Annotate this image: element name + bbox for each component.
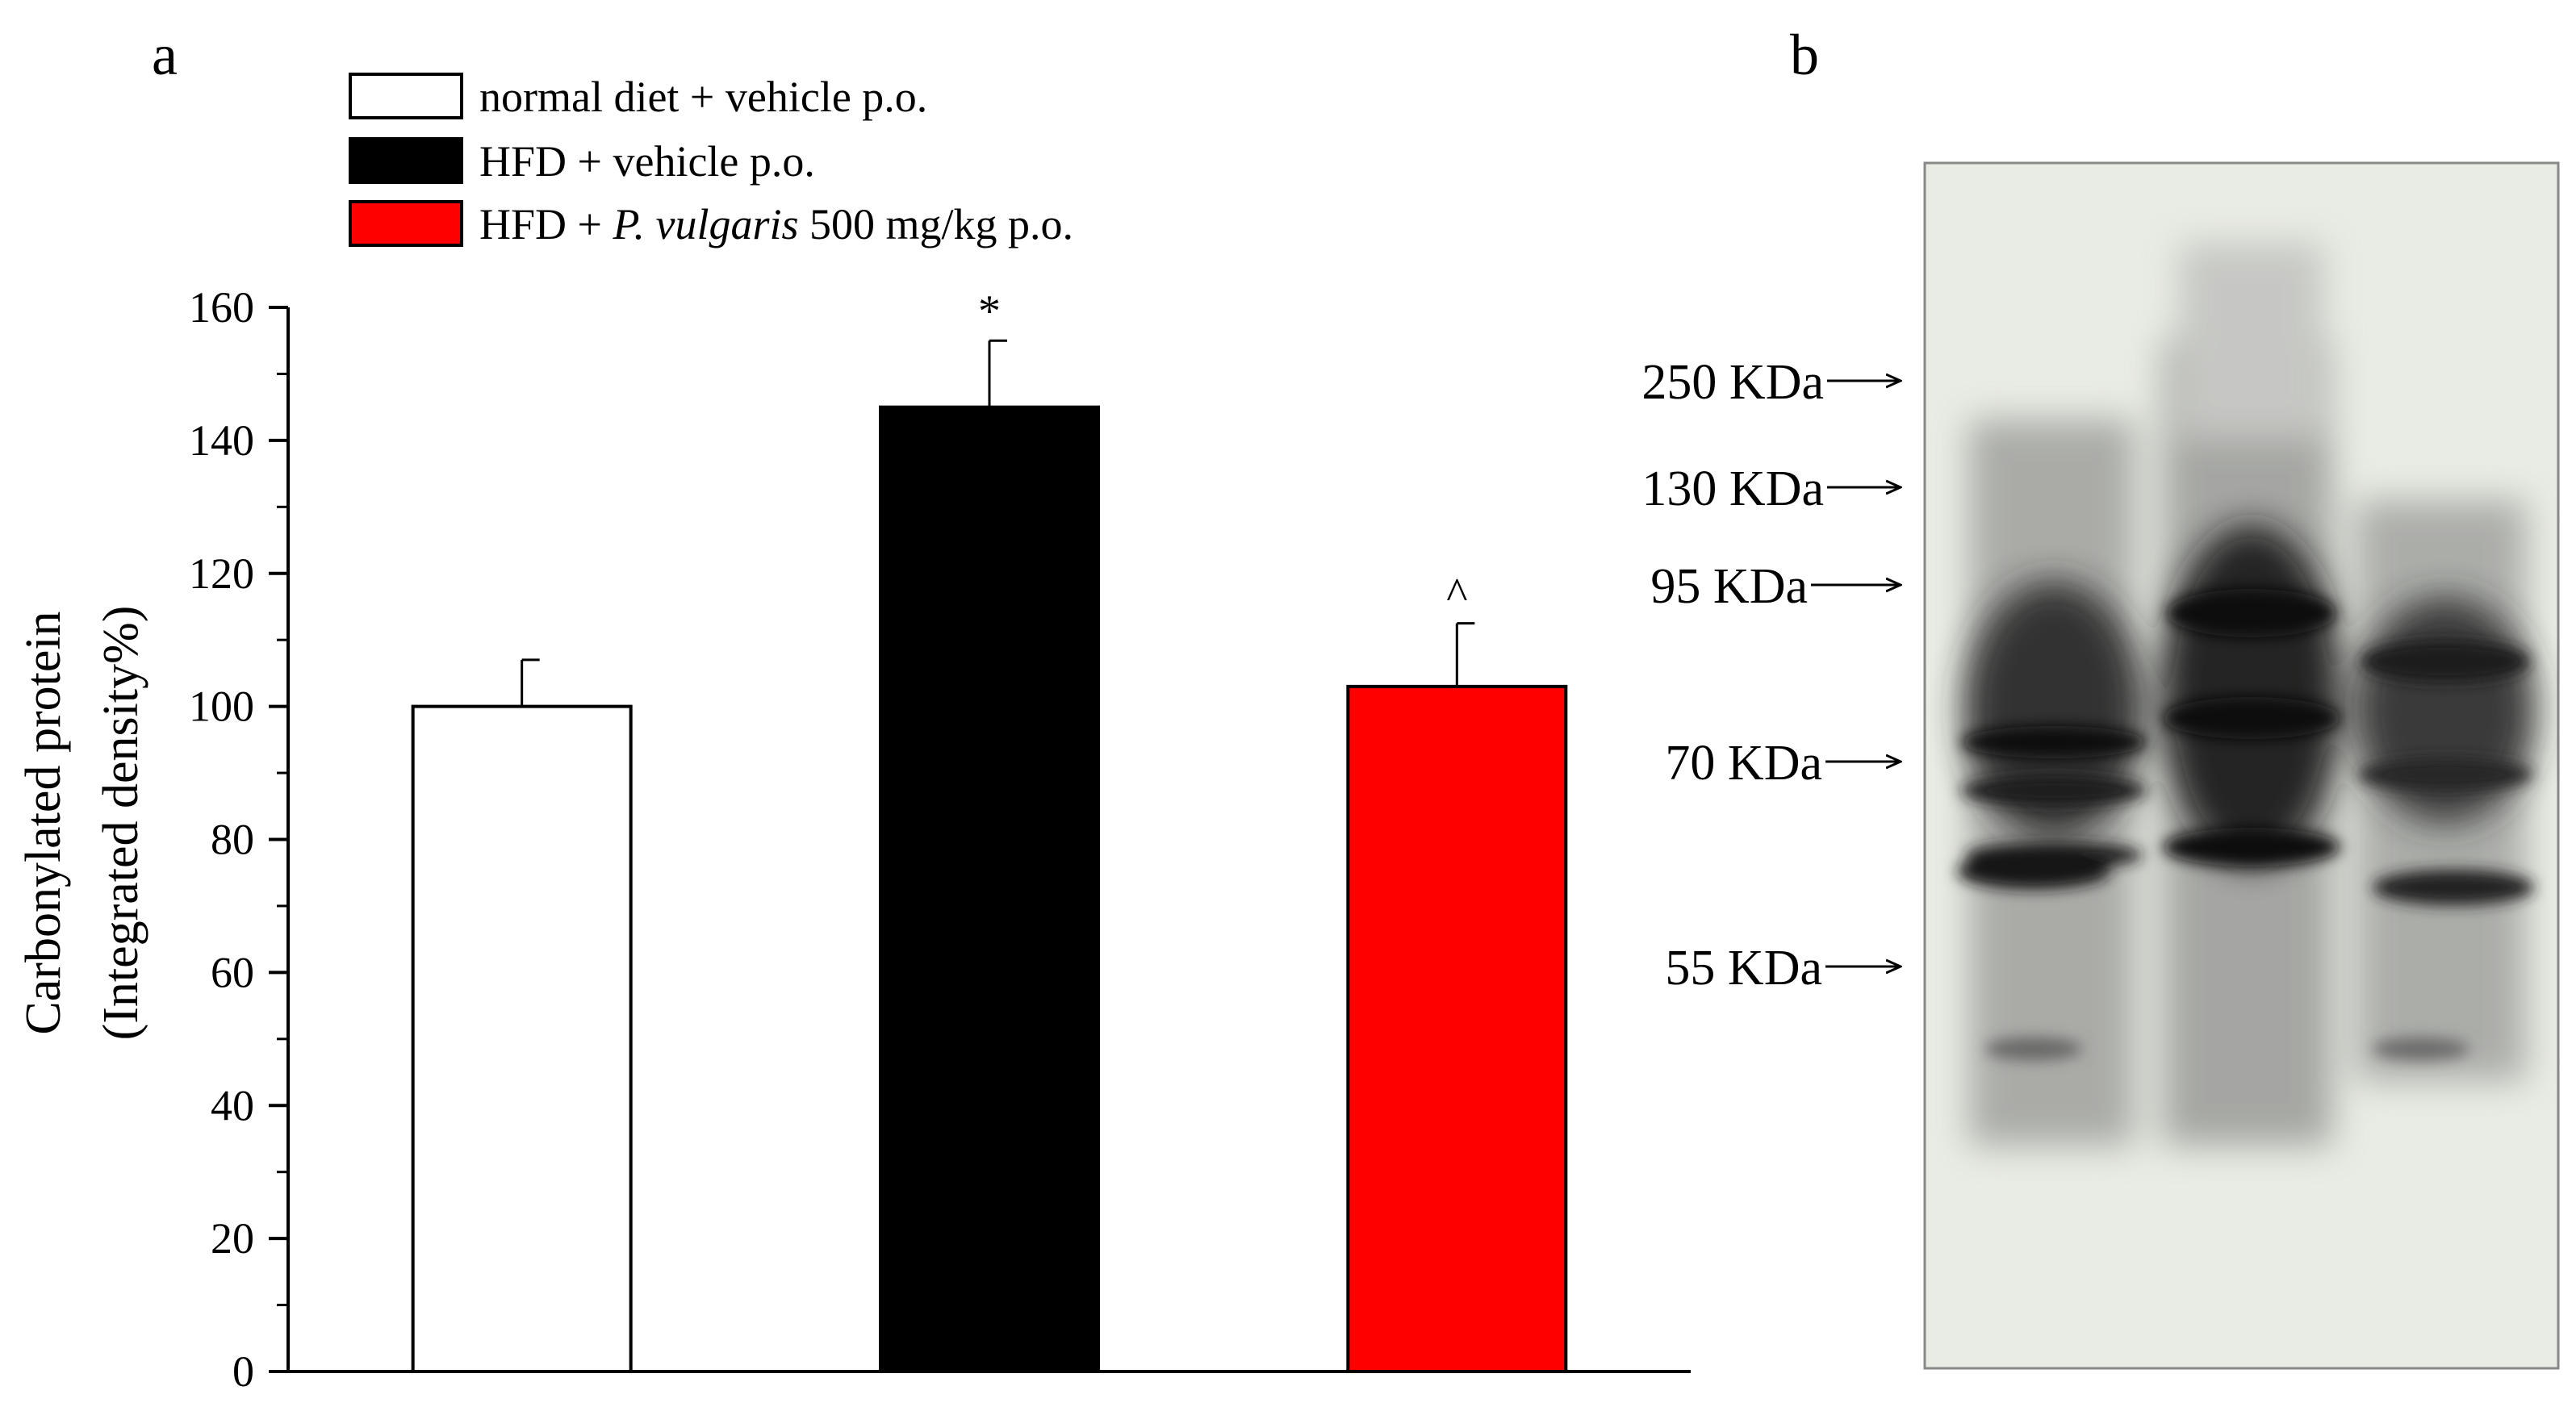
marker-label: 55 KDa bbox=[1665, 941, 1822, 996]
y-axis-title-line1: Carbonylated protein bbox=[16, 611, 71, 1034]
band bbox=[2361, 641, 2530, 683]
y-tick-label: 20 bbox=[211, 1214, 254, 1263]
y-axis-title: Carbonylated protein (Integrated density… bbox=[16, 606, 148, 1041]
y-axis: 0 20 40 60 80 100 120 140 160 bbox=[189, 283, 290, 1396]
band bbox=[2163, 828, 2340, 866]
marker-label: 95 KDa bbox=[1650, 559, 1808, 614]
y-tick-label: 120 bbox=[189, 549, 254, 598]
legend-label: HFD + P. vulgaris 500 mg/kg p.o. bbox=[479, 200, 1073, 248]
legend: normal diet + vehicle p.o. HFD + vehicle … bbox=[349, 73, 1073, 248]
bar bbox=[411, 704, 633, 1373]
significance-label: * bbox=[978, 286, 1001, 336]
marker-label: 250 KDa bbox=[1641, 355, 1824, 410]
y-tick-label: 60 bbox=[211, 948, 254, 996]
band bbox=[1985, 1038, 2082, 1060]
panel-label-a: a bbox=[152, 23, 178, 87]
bar bbox=[879, 405, 1100, 1373]
y-tick-label: 0 bbox=[232, 1347, 254, 1396]
legend-label: HFD + vehicle p.o. bbox=[479, 137, 815, 186]
marker-label: 70 KDa bbox=[1665, 736, 1822, 791]
lane-1-cloud bbox=[1965, 581, 2143, 839]
legend-swatch bbox=[349, 137, 463, 184]
bar bbox=[1346, 684, 1568, 1373]
band bbox=[2358, 758, 2532, 791]
y-tick-label: 140 bbox=[189, 416, 254, 465]
lane-2-top-smear bbox=[2179, 242, 2324, 436]
band bbox=[2163, 697, 2340, 739]
legend-swatch bbox=[349, 200, 463, 247]
legend-swatch bbox=[349, 73, 463, 119]
panel-label-b: b bbox=[1790, 23, 1819, 87]
significance-label: ^ bbox=[1446, 570, 1467, 620]
lane-2-cloud bbox=[2163, 524, 2340, 863]
western-blot-image: 250 KDa 130 KDa 95 KDa 70 KDa 55 KDa bbox=[1641, 161, 2560, 1370]
y-tick-label: 40 bbox=[211, 1081, 254, 1129]
legend-label: normal diet + vehicle p.o. bbox=[479, 73, 927, 121]
bars: *^ bbox=[411, 286, 1568, 1373]
band bbox=[2373, 870, 2534, 905]
y-tick-label: 160 bbox=[189, 283, 254, 332]
y-tick-label: 80 bbox=[211, 816, 254, 864]
band bbox=[1961, 726, 2147, 758]
band bbox=[1957, 854, 2110, 889]
band bbox=[2167, 589, 2336, 637]
molecular-weight-markers: 250 KDa 130 KDa 95 KDa 70 KDa 55 KDa bbox=[1641, 355, 1901, 996]
band bbox=[2373, 1038, 2469, 1060]
y-axis-title-line2: (Integrated density%) bbox=[94, 606, 148, 1041]
marker-label: 130 KDa bbox=[1641, 461, 1824, 516]
band bbox=[1961, 776, 2147, 805]
y-tick-label: 100 bbox=[189, 683, 254, 731]
